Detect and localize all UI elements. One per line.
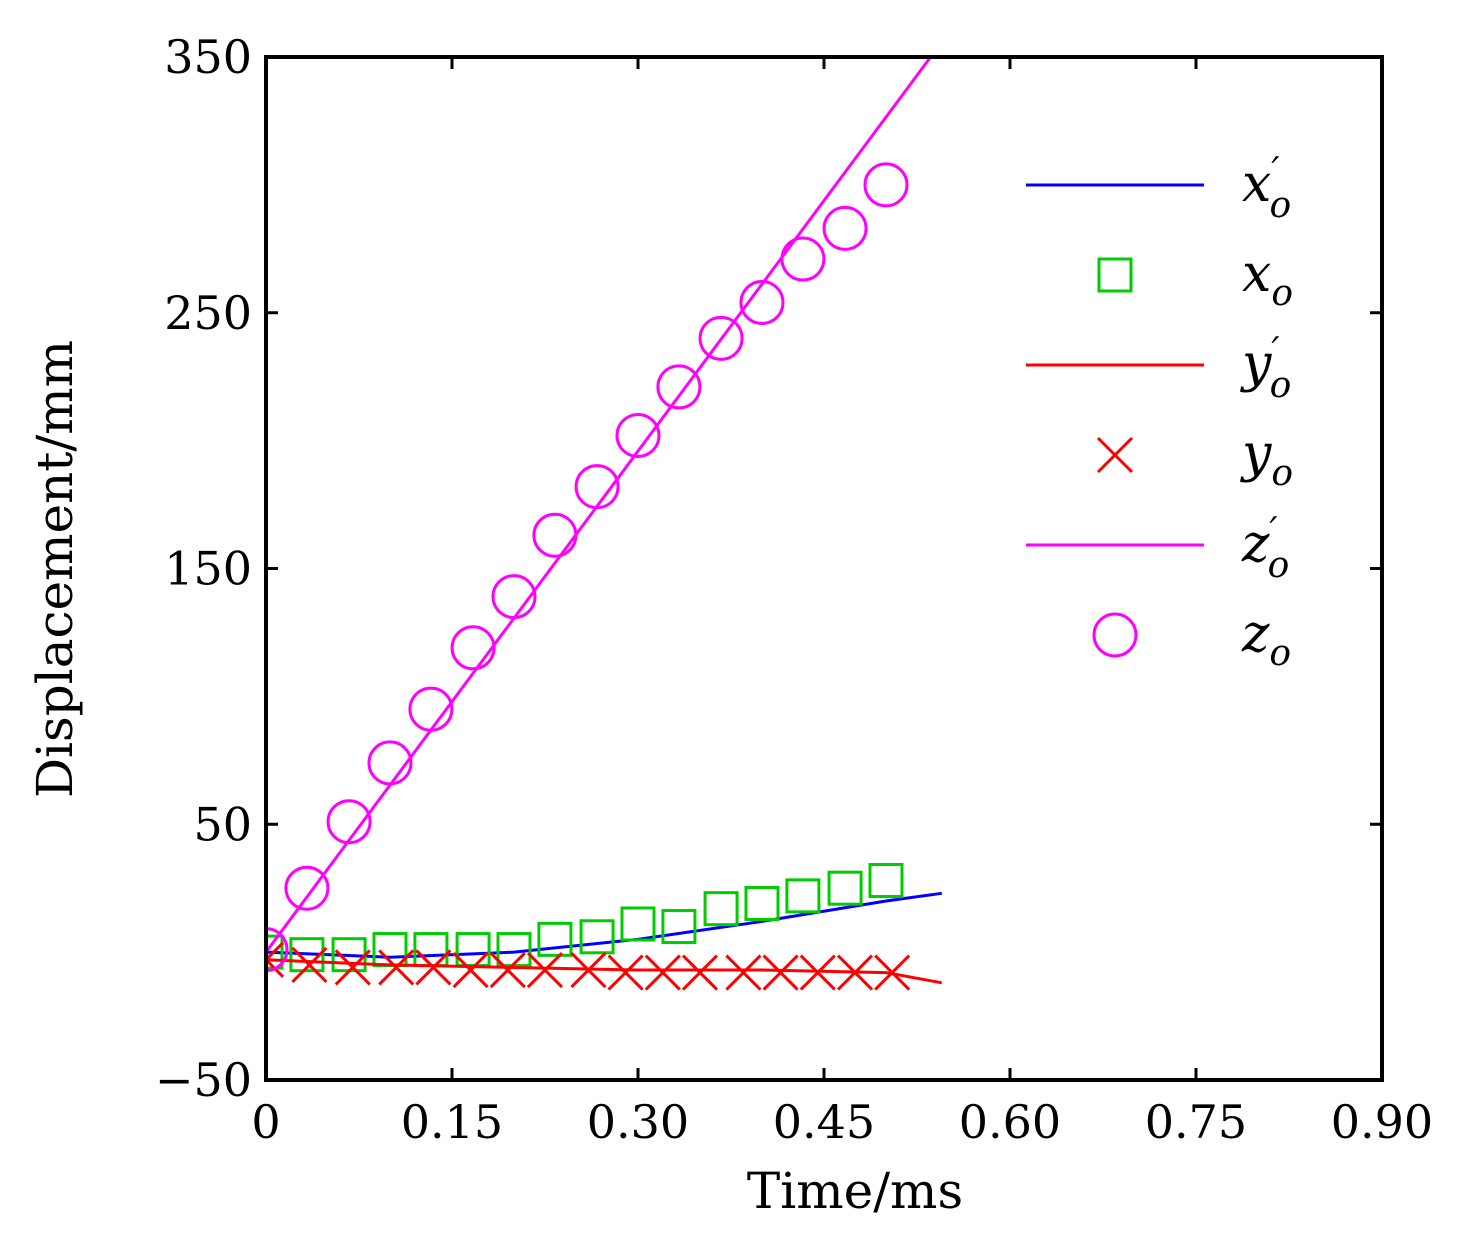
- data-point: [415, 949, 452, 986]
- data-point: [836, 954, 874, 991]
- data-point: [698, 315, 744, 361]
- data-point: [579, 919, 615, 955]
- data-point: [725, 954, 762, 991]
- data-point: [644, 954, 681, 991]
- data-point: [874, 954, 911, 991]
- y-tick-label: 250: [164, 286, 252, 340]
- y-tick-label: −50: [155, 1053, 252, 1107]
- data-point: [703, 891, 739, 927]
- data-point: [284, 865, 330, 911]
- series-line: [266, 958, 943, 985]
- series-4: [266, 57, 932, 954]
- data-point: [574, 464, 620, 510]
- data-point: [661, 909, 697, 945]
- data-point: [266, 941, 285, 978]
- data-point: [408, 686, 454, 732]
- legend-marker-swatch: [1092, 612, 1138, 658]
- data-point: [780, 236, 826, 282]
- x-tick-label: 0.45: [773, 1095, 875, 1149]
- y-tick-label: 50: [193, 797, 252, 851]
- data-point: [532, 512, 578, 558]
- legend-label: y′ o: [1240, 331, 1291, 406]
- data-point: [334, 949, 371, 986]
- legend: x′ o xo y′ o yo z′ o zo: [1026, 151, 1293, 674]
- series-line: [266, 57, 932, 954]
- data-point: [607, 954, 644, 991]
- legend-item: y′ o: [1026, 331, 1291, 406]
- legend-item: yo: [1096, 424, 1293, 494]
- legend-label: x′ o: [1242, 151, 1291, 226]
- legend-label: yo: [1240, 424, 1293, 494]
- data-point: [827, 870, 863, 906]
- legend-label: zo: [1241, 604, 1291, 674]
- x-tick-label: 0.90: [1331, 1095, 1433, 1149]
- y-axis-label: Displacement/mm: [26, 340, 84, 798]
- data-point: [266, 927, 289, 973]
- data-point: [450, 625, 496, 671]
- legend-label: xo: [1242, 244, 1293, 314]
- data-point: [291, 946, 328, 983]
- data-point: [289, 937, 325, 973]
- data-point: [491, 574, 537, 620]
- legend-item: zo: [1092, 604, 1291, 674]
- legend-item: x′ o: [1026, 151, 1291, 226]
- data-point: [526, 951, 564, 989]
- series-2: [266, 958, 943, 985]
- data-point: [739, 280, 785, 326]
- data-point: [762, 954, 799, 991]
- data-point: [656, 364, 702, 410]
- data-point: [452, 951, 489, 989]
- data-point: [570, 951, 607, 989]
- x-tick-label: 0.15: [401, 1095, 503, 1149]
- series-layer: [266, 57, 943, 991]
- data-point: [744, 886, 780, 922]
- data-point: [863, 162, 909, 208]
- legend-marker-swatch: [1097, 257, 1133, 293]
- data-point: [681, 954, 719, 991]
- data-point: [326, 799, 372, 845]
- ticks-layer: 0 0.15 0.30 0.45 0.60 0.75 0.90 −50 50 150 250 350: [155, 30, 1433, 1149]
- data-point: [620, 906, 656, 942]
- y-tick-label: 150: [164, 542, 252, 596]
- legend-item: xo: [1097, 244, 1293, 314]
- data-point: [537, 921, 573, 957]
- data-point: [615, 413, 661, 459]
- data-point: [785, 878, 821, 914]
- legend-label: z′ o: [1241, 511, 1289, 586]
- x-tick-label: 0.30: [587, 1095, 689, 1149]
- x-tick-label: 0.60: [959, 1095, 1061, 1149]
- series-5: [266, 162, 909, 973]
- data-point: [367, 740, 413, 786]
- series-3: [266, 941, 911, 991]
- x-axis-label: Time/ms: [747, 1162, 963, 1220]
- data-point: [266, 934, 284, 970]
- legend-marker-swatch: [1096, 436, 1134, 474]
- x-tick-label: 0: [251, 1095, 280, 1149]
- data-point: [489, 951, 526, 989]
- legend-item: z′ o: [1026, 511, 1289, 586]
- data-point: [799, 954, 836, 991]
- plot-frame: [264, 55, 1384, 1082]
- data-point: [378, 949, 415, 986]
- y-tick-label: 350: [164, 30, 252, 84]
- data-point: [822, 205, 868, 251]
- x-tick-label: 0.75: [1145, 1095, 1247, 1149]
- data-point: [868, 863, 904, 899]
